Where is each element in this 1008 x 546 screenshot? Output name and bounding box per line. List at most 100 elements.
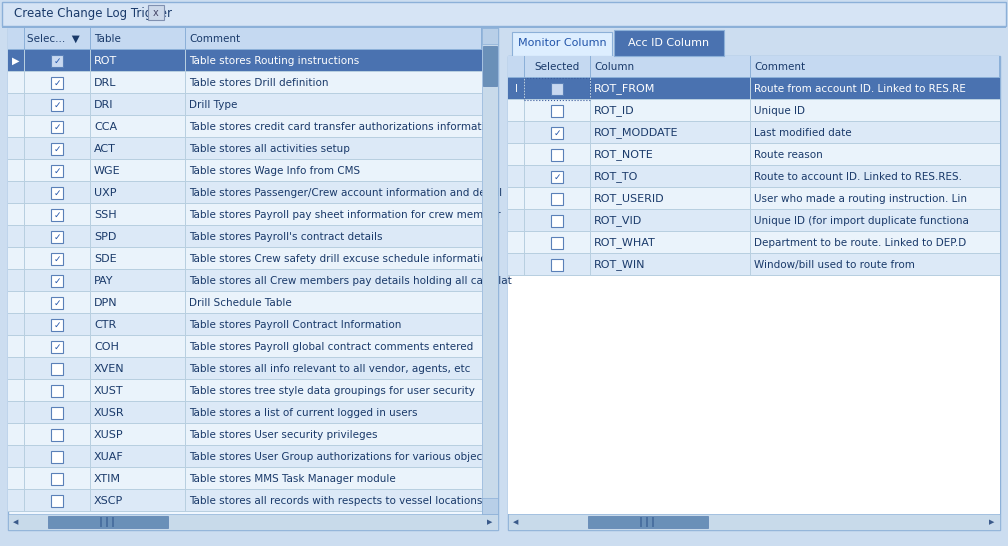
Text: Table stores Routing instructions: Table stores Routing instructions [190, 56, 359, 66]
Bar [8, 467, 482, 468]
Bar [512, 32, 612, 56]
Text: Table: Table [94, 34, 121, 44]
Text: XUST: XUST [94, 386, 124, 396]
Bar [508, 144, 1000, 166]
Bar [51, 121, 62, 133]
Bar [8, 225, 482, 226]
Bar [51, 451, 62, 463]
Bar [48, 516, 168, 528]
Bar [8, 357, 482, 358]
Text: ▶: ▶ [989, 519, 995, 525]
Bar [8, 160, 482, 182]
Bar [508, 514, 1000, 530]
Text: Table stores MMS Task Manager module: Table stores MMS Task Manager module [190, 474, 396, 484]
Bar [51, 473, 62, 485]
Bar [8, 28, 498, 530]
Bar [148, 5, 164, 20]
Bar [588, 516, 708, 528]
Text: ▶: ▶ [12, 56, 20, 66]
Bar [551, 105, 563, 117]
Text: ROT_ID: ROT_ID [594, 105, 635, 116]
Bar [8, 49, 482, 50]
Bar [482, 498, 498, 514]
Text: Create Change Log Trigger: Create Change Log Trigger [14, 8, 172, 21]
Text: WGE: WGE [94, 166, 121, 176]
Text: Acc ID Column: Acc ID Column [628, 38, 710, 48]
Text: Unique ID: Unique ID [754, 106, 805, 116]
Bar [8, 313, 482, 314]
Text: CCA: CCA [94, 122, 117, 132]
Text: ROT_USERID: ROT_USERID [594, 193, 664, 204]
Bar [508, 232, 1000, 254]
Text: DRL: DRL [94, 78, 117, 88]
Text: Route from account ID. Linked to RES.RE: Route from account ID. Linked to RES.RE [754, 84, 966, 94]
Text: ROT_TO: ROT_TO [594, 171, 638, 182]
Text: ▲: ▲ [487, 33, 493, 39]
Text: Window/bill used to route from: Window/bill used to route from [754, 260, 915, 270]
Bar [51, 275, 62, 287]
Bar [51, 55, 62, 67]
Text: ROT_FROM: ROT_FROM [594, 84, 655, 94]
Bar [551, 149, 563, 161]
Bar [508, 188, 1000, 210]
Bar [551, 193, 563, 205]
Bar [51, 495, 62, 507]
Text: Drill Type: Drill Type [190, 100, 237, 110]
Bar [51, 165, 62, 177]
Bar [508, 187, 1000, 188]
Bar [8, 401, 482, 402]
Bar [8, 159, 482, 160]
Text: DPN: DPN [94, 298, 118, 308]
Bar [508, 166, 1000, 188]
Bar [8, 291, 482, 292]
Text: ROT_WHAT: ROT_WHAT [594, 238, 656, 248]
Bar [551, 127, 563, 139]
Bar [51, 99, 62, 111]
Text: Table stores Wage Info from CMS: Table stores Wage Info from CMS [190, 166, 360, 176]
Text: SDE: SDE [94, 254, 117, 264]
Text: Route reason: Route reason [754, 150, 823, 160]
Bar [508, 77, 1000, 78]
Text: Table stores Passenger/Crew account information and detail: Table stores Passenger/Crew account info… [190, 188, 502, 198]
Text: XTIM: XTIM [94, 474, 121, 484]
Bar [8, 468, 482, 490]
Text: ROT_NOTE: ROT_NOTE [594, 150, 654, 161]
Bar [51, 407, 62, 419]
Text: Last modified date: Last modified date [754, 128, 852, 138]
Bar [8, 226, 482, 248]
Text: SPD: SPD [94, 232, 116, 242]
Text: Column: Column [594, 62, 634, 72]
Text: Table stores a list of current logged in users: Table stores a list of current logged in… [190, 408, 417, 418]
Text: Table stores all activities setup: Table stores all activities setup [190, 144, 350, 154]
Bar [51, 297, 62, 309]
Bar [8, 270, 482, 292]
Bar [483, 46, 497, 86]
Text: ✓: ✓ [53, 233, 60, 241]
Bar [8, 269, 482, 270]
Text: ✓: ✓ [53, 321, 60, 329]
Bar [646, 517, 648, 527]
Text: Table stores Payroll Contract Information: Table stores Payroll Contract Informatio… [190, 320, 401, 330]
Text: Selec...  ▼: Selec... ▼ [27, 34, 80, 44]
Text: ✓: ✓ [53, 188, 60, 198]
Bar [51, 187, 62, 199]
Text: Table stores Drill definition: Table stores Drill definition [190, 78, 329, 88]
Bar [51, 363, 62, 375]
Bar [508, 253, 1000, 254]
Text: DRI: DRI [94, 100, 114, 110]
Text: SSH: SSH [94, 210, 117, 220]
Bar [51, 385, 62, 397]
Bar [8, 94, 482, 116]
Text: ✓: ✓ [53, 56, 60, 66]
Text: I: I [514, 84, 517, 94]
Text: ACT: ACT [94, 144, 116, 154]
Text: COH: COH [94, 342, 119, 352]
Text: XUAF: XUAF [94, 452, 124, 462]
Text: XSCP: XSCP [94, 496, 123, 506]
Bar [8, 336, 482, 358]
Text: PAY: PAY [94, 276, 114, 286]
Bar [8, 93, 482, 94]
Bar [8, 511, 482, 512]
Bar [508, 121, 1000, 122]
Bar [508, 78, 1000, 100]
